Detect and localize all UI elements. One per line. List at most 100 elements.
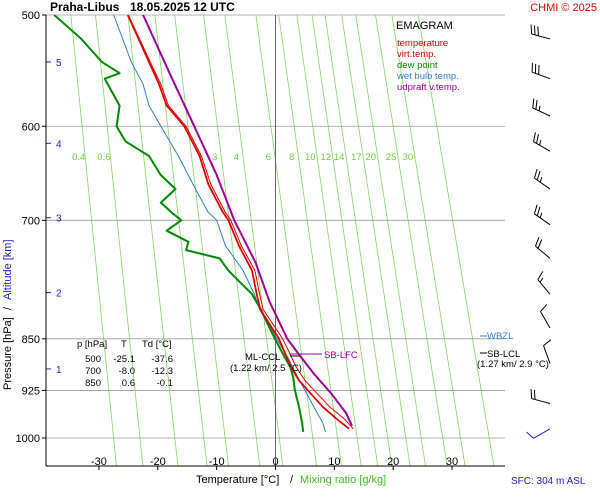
y-tick-label: 850	[22, 334, 40, 346]
wind-barb	[543, 339, 552, 364]
mixing-ratio-label: 30	[403, 152, 414, 163]
altitude-tick-label: 4	[56, 139, 62, 150]
sb-lcl-label: SB-LCL	[487, 349, 520, 360]
wind-barb	[533, 204, 551, 226]
wind-barb-feather	[530, 24, 533, 35]
wind-barb-feather	[532, 98, 535, 109]
altitude-tick-label: 5	[56, 58, 62, 69]
legend-temperature: temperature	[397, 38, 448, 49]
table-row-t: -25.1	[113, 354, 135, 365]
mixing-ratio-label: 8	[289, 152, 294, 163]
wind-barb	[532, 98, 551, 117]
mixing-ratio-label: 10	[305, 152, 316, 163]
wind-barb-feather	[530, 389, 533, 399]
mixing-ratio-label: 0.6	[97, 152, 110, 163]
wind-barb-staff	[533, 141, 551, 152]
x-tick-label: -30	[91, 456, 107, 468]
x-axis-title-separator: /	[290, 474, 294, 486]
y-axis-title-altitude: Altitude [km]	[2, 239, 14, 300]
wind-barb-feather	[540, 304, 548, 312]
mixing-ratio-line	[203, 14, 261, 467]
wind-barb-staff	[534, 177, 551, 190]
legend-wet-bulb: wet bulb temp.	[396, 71, 459, 82]
temperature-line	[126, 14, 350, 430]
level-annotations: SB-LFC ML-CCL (1.22 km/ 2.5 °C) WBZL SB-…	[230, 331, 549, 374]
wind-barb-feather	[536, 206, 541, 216]
mixing-ratio-line	[296, 14, 362, 467]
wind-barb-staff	[531, 71, 551, 80]
sounding-datetime: 18.05.2025 12 UTC	[130, 0, 235, 14]
wind-barb	[530, 389, 551, 404]
station-name: Praha-Libus	[50, 0, 120, 14]
table-row-td: -12.3	[151, 366, 173, 377]
wind-barb-staff	[535, 245, 551, 259]
wind-barb-staff	[531, 33, 551, 40]
mixing-ratio-label: 25	[386, 152, 397, 163]
credit-text: CHMI © 2025	[530, 2, 597, 14]
mixing-ratio-label: 20	[366, 152, 377, 163]
table-header-p: p [hPa]	[77, 339, 107, 350]
wind-barb-feather	[533, 389, 536, 400]
updraft-virtual-temperature-line	[142, 14, 353, 427]
wind-barb-feather	[526, 431, 534, 439]
legend: EMAGRAM temperature virt.temp. dew point…	[396, 20, 460, 93]
y-tick-label: 500	[22, 10, 40, 22]
mixing-ratio-line	[154, 14, 208, 467]
mixing-ratio-line	[391, 14, 466, 467]
mixing-ratio-label: 14	[334, 152, 345, 163]
wind-barbs	[526, 24, 552, 439]
mixing-ratio-line	[375, 14, 448, 467]
wind-barb-staff	[543, 345, 551, 364]
x-tick-label: -20	[150, 456, 166, 468]
wind-barb-staff	[534, 213, 551, 226]
wind-barb-staff	[537, 279, 551, 295]
surface-elevation: SFC: 304 m ASL	[511, 476, 586, 487]
x-axis-title-temperature: Temperature [°C]	[196, 474, 279, 486]
wind-barb-half-feather	[539, 139, 542, 146]
series-layer	[53, 14, 354, 433]
sb-lcl-value: (1.27 km/ 2.9 °C)	[477, 359, 549, 370]
wind-barb-feather	[537, 26, 539, 36]
mixing-ratio-line	[127, 14, 179, 467]
wind-barb-feather	[536, 134, 539, 144]
altitude-tick-label: 1	[56, 365, 62, 376]
sb-lfc-label: SB-LFC	[324, 350, 358, 361]
table-header-t: T	[121, 339, 127, 350]
wind-barb-feather	[533, 204, 538, 214]
wind-barb	[526, 428, 551, 439]
wind-barb-staff	[531, 398, 551, 404]
wind-barb	[537, 271, 551, 295]
table-row-td: -0.1	[157, 378, 173, 389]
wind-barb-half-feather	[539, 212, 543, 218]
y-axis-title-separator: /	[2, 306, 14, 310]
y-tick-label: 925	[22, 385, 40, 397]
ml-ccl-value: (1.22 km/ 2.5 °C)	[230, 363, 302, 374]
wind-barb-feather	[537, 239, 543, 249]
wind-barb-feather	[533, 25, 536, 35]
wind-barb	[534, 237, 551, 259]
wind-barb	[530, 24, 551, 40]
mixing-ratio-line	[417, 14, 495, 467]
mixing-ratio-label: 12	[321, 152, 332, 163]
altitude-tick-label: 3	[56, 214, 62, 225]
table-header-td: Td [°C]	[142, 339, 172, 350]
mixing-ratio-line	[355, 14, 426, 467]
legend-dew-point: dew point	[397, 60, 438, 71]
wind-barb-staff	[533, 428, 551, 439]
legend-updraft: udpraft v.temp.	[397, 82, 460, 93]
wind-barb	[533, 132, 551, 152]
wind-barb-feather	[533, 132, 536, 142]
wind-barb	[531, 62, 551, 80]
mixing-ratio-line	[255, 14, 317, 467]
legend-virt-temp: virt.temp.	[397, 49, 436, 60]
wind-barb-feather	[535, 99, 538, 110]
y-tick-label: 700	[22, 215, 40, 227]
wind-barb-half-feather	[539, 277, 544, 283]
wind-barb-half-feather	[539, 177, 543, 183]
x-tick-label: 0	[272, 456, 278, 468]
mixing-ratio-line	[224, 14, 284, 467]
table-row-td: -37.6	[151, 354, 173, 365]
mixing-ratio-line	[70, 14, 117, 467]
